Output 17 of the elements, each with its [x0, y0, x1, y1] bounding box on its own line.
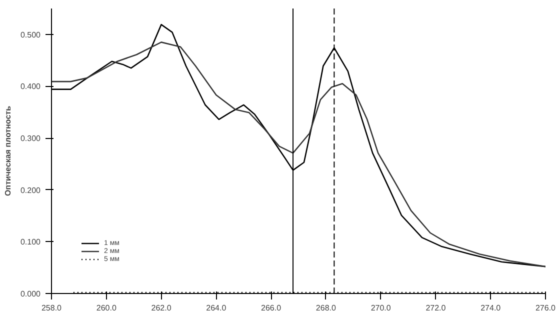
y-tick-label: 0.500: [20, 30, 42, 40]
x-tick-label: 258.0: [41, 304, 62, 312]
y-tick-label: 0.400: [20, 82, 42, 92]
x-tick-label: 260.0: [96, 304, 117, 312]
x-tick-label: 274.0: [480, 304, 502, 312]
y-axis-title: Оптическая плотность: [3, 106, 12, 196]
x-tick-label: 270.0: [370, 304, 392, 312]
x-tick-label: 276.0: [535, 304, 556, 312]
y-tick-label: 0.300: [20, 134, 42, 144]
x-tick-label: 266.0: [261, 304, 282, 312]
y-tick-label: 0.100: [20, 238, 42, 247]
x-tick-label: 264.0: [206, 304, 227, 312]
x-tick-label: 262.0: [151, 304, 172, 312]
y-tick-label: 0.000: [20, 290, 42, 298]
x-tick-label: 268.0: [316, 304, 337, 312]
x-tick-label: 272.0: [426, 304, 446, 312]
y-tick-label: 0.200: [20, 186, 42, 195]
